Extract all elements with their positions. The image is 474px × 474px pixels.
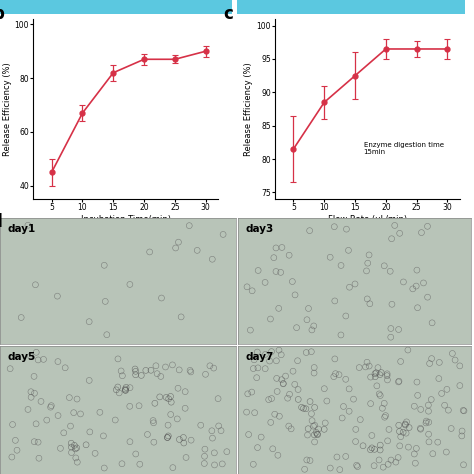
Text: d: d <box>0 213 2 231</box>
Point <box>254 100 261 108</box>
Text: day1: day1 <box>7 224 36 234</box>
Text: day5: day5 <box>7 353 36 363</box>
Y-axis label: Release Efficiency (%): Release Efficiency (%) <box>3 62 12 156</box>
Point <box>222 252 229 260</box>
Point <box>269 190 276 198</box>
Text: day7: day7 <box>246 353 274 363</box>
Point <box>307 39 314 47</box>
Text: Enzyme digestion time
15min: Enzyme digestion time 15min <box>364 142 444 155</box>
Point <box>461 117 468 125</box>
X-axis label: Flow Rate (μL/min): Flow Rate (μL/min) <box>328 215 407 224</box>
Point <box>425 112 433 120</box>
Y-axis label: Release Efficiency (%): Release Efficiency (%) <box>245 62 254 156</box>
Text: day3: day3 <box>246 224 273 234</box>
Text: c: c <box>223 5 233 23</box>
Point <box>444 47 451 55</box>
Point <box>460 154 467 162</box>
X-axis label: Incubation Time(min): Incubation Time(min) <box>81 215 171 224</box>
Point <box>468 263 474 271</box>
Text: b: b <box>0 5 4 23</box>
